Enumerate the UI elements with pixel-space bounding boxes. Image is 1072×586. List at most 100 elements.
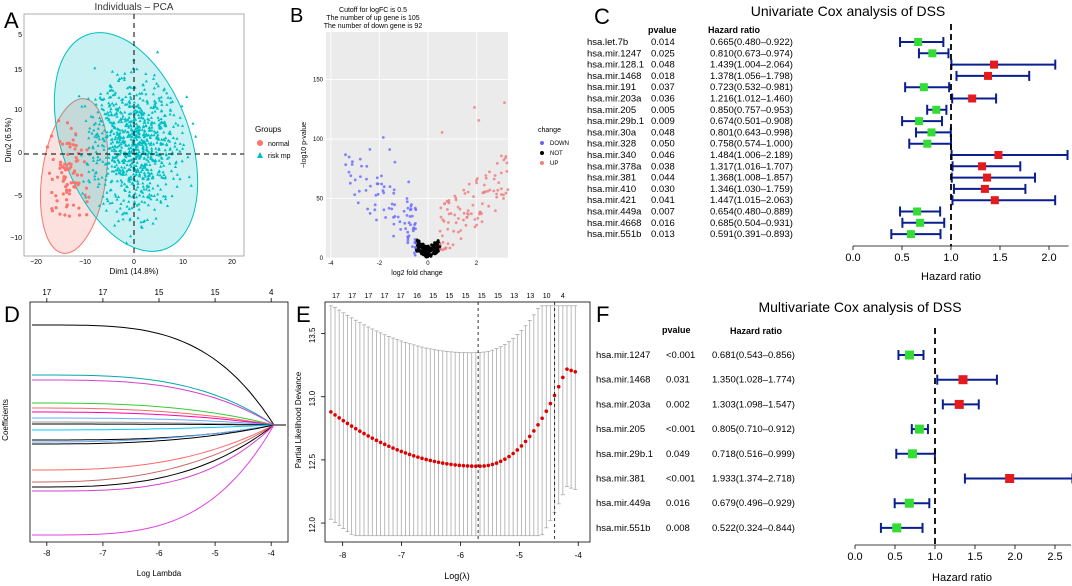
pca-point-risk	[134, 129, 138, 133]
pca-point-risk	[129, 85, 133, 89]
volcano-point-up	[472, 195, 475, 199]
volcano-point-up	[441, 218, 445, 222]
forest-row-hr: 0.681(0.543–0.856)	[712, 350, 795, 361]
pca-point-risk	[141, 184, 145, 188]
pca-point-risk	[108, 201, 112, 205]
pca-point-risk	[173, 144, 177, 148]
pca-point-risk	[141, 116, 145, 120]
pca-point-risk	[146, 155, 150, 159]
pca-point-risk	[147, 128, 151, 132]
pca-point-risk	[136, 104, 140, 108]
pca-point-risk	[130, 104, 134, 108]
pca-point-normal	[69, 126, 73, 130]
pca-point-risk	[136, 216, 140, 220]
cv-point	[507, 454, 511, 459]
pca-point-risk	[91, 115, 95, 119]
pca-point-risk	[85, 161, 89, 165]
cv-point	[532, 429, 536, 433]
pca-point-normal	[68, 142, 72, 146]
pca-point-risk	[141, 146, 145, 150]
volcano-point-up	[505, 161, 509, 165]
pca-point-risk	[83, 104, 87, 108]
pca-point-risk	[149, 142, 153, 146]
pca-point-risk	[143, 174, 147, 178]
pca-point-risk	[130, 206, 134, 210]
cv-y-tick-label: 12.5	[308, 453, 317, 469]
volcano-point-up	[466, 212, 469, 215]
pca-point-risk	[100, 175, 104, 179]
pca-point-risk	[174, 160, 178, 164]
forest-row-hr: 0.591(0.391–0.893)	[710, 229, 793, 240]
volcano-point-up	[475, 179, 478, 182]
pca-point-risk	[132, 119, 136, 122]
lasso-x-tick-label: -4	[268, 549, 276, 558]
cv-top-tick-label: 17	[348, 293, 356, 300]
pca-point-risk	[84, 195, 88, 199]
pca-point-risk	[117, 106, 121, 109]
pca-point-risk	[103, 182, 107, 186]
forest-hr-marker	[927, 128, 936, 137]
volcano-point-not	[420, 250, 424, 254]
volcano-point-up	[475, 181, 478, 185]
pca-point-risk	[127, 143, 131, 147]
pca-point-risk	[113, 137, 117, 141]
pca-point-risk	[137, 91, 142, 95]
pca-point-risk	[102, 144, 106, 148]
pca-point-risk	[162, 164, 166, 167]
pca-point-risk	[158, 98, 162, 102]
volcano-point-up	[506, 188, 510, 192]
pca-point-risk	[126, 124, 130, 127]
pca-point-risk	[113, 125, 117, 128]
pca-point-risk	[142, 140, 146, 144]
pca-point-risk	[169, 100, 173, 104]
pca-point-risk	[136, 182, 140, 185]
cv-point	[333, 413, 337, 417]
pca-point-risk	[138, 166, 142, 169]
pca-point-risk	[115, 154, 119, 158]
pca-point-risk	[170, 100, 175, 103]
pca-point-risk	[149, 168, 153, 172]
lasso-path	[32, 374, 275, 426]
pca-point-risk	[149, 154, 153, 158]
pca-point-risk	[154, 216, 158, 220]
pca-point-risk	[138, 193, 142, 197]
pca-point-risk	[155, 130, 159, 133]
forest-row-pvalue: 0.016	[651, 218, 675, 229]
pca-ytick: 5	[18, 32, 22, 39]
volcano-point-down	[406, 236, 410, 240]
cv-point	[573, 369, 578, 374]
pca-point-risk	[186, 155, 190, 159]
pca-point-normal	[61, 192, 65, 196]
volcano-point-up	[466, 190, 470, 194]
pca-point-risk	[121, 136, 126, 140]
pca-point-risk	[128, 234, 133, 238]
volcano-point-up	[495, 192, 498, 196]
cv-top-tick-label: 16	[413, 293, 421, 300]
volcano-point-down	[393, 160, 397, 164]
volcano-point-up	[484, 176, 488, 180]
pca-point-risk	[155, 81, 159, 85]
pca-point-risk	[144, 72, 148, 75]
forest-row-pvalue: 0.044	[651, 173, 675, 184]
pca-point-risk	[155, 134, 159, 138]
lasso-path	[32, 424, 275, 536]
volcano-point-down	[406, 206, 410, 210]
pca-point-risk	[112, 113, 117, 117]
forest-hr-marker	[916, 218, 925, 227]
pca-point-risk	[87, 136, 91, 140]
cv-point	[523, 439, 528, 444]
pca-point-risk	[156, 192, 160, 196]
pca-point-risk	[94, 170, 98, 174]
pca-point-risk	[180, 131, 184, 134]
forest-row-pvalue: 0.018	[651, 71, 675, 82]
volcano-point-down	[413, 241, 417, 244]
pca-point-risk	[120, 159, 124, 163]
pca-point-risk	[147, 195, 151, 199]
volcano-point-down	[398, 220, 402, 224]
pca-point-normal	[47, 171, 52, 175]
pca-point-risk	[115, 197, 119, 201]
pca-point-risk	[114, 102, 118, 106]
pca-point-risk	[104, 116, 108, 120]
pca-point-risk	[139, 189, 143, 193]
forest-hr-marker	[990, 196, 999, 205]
